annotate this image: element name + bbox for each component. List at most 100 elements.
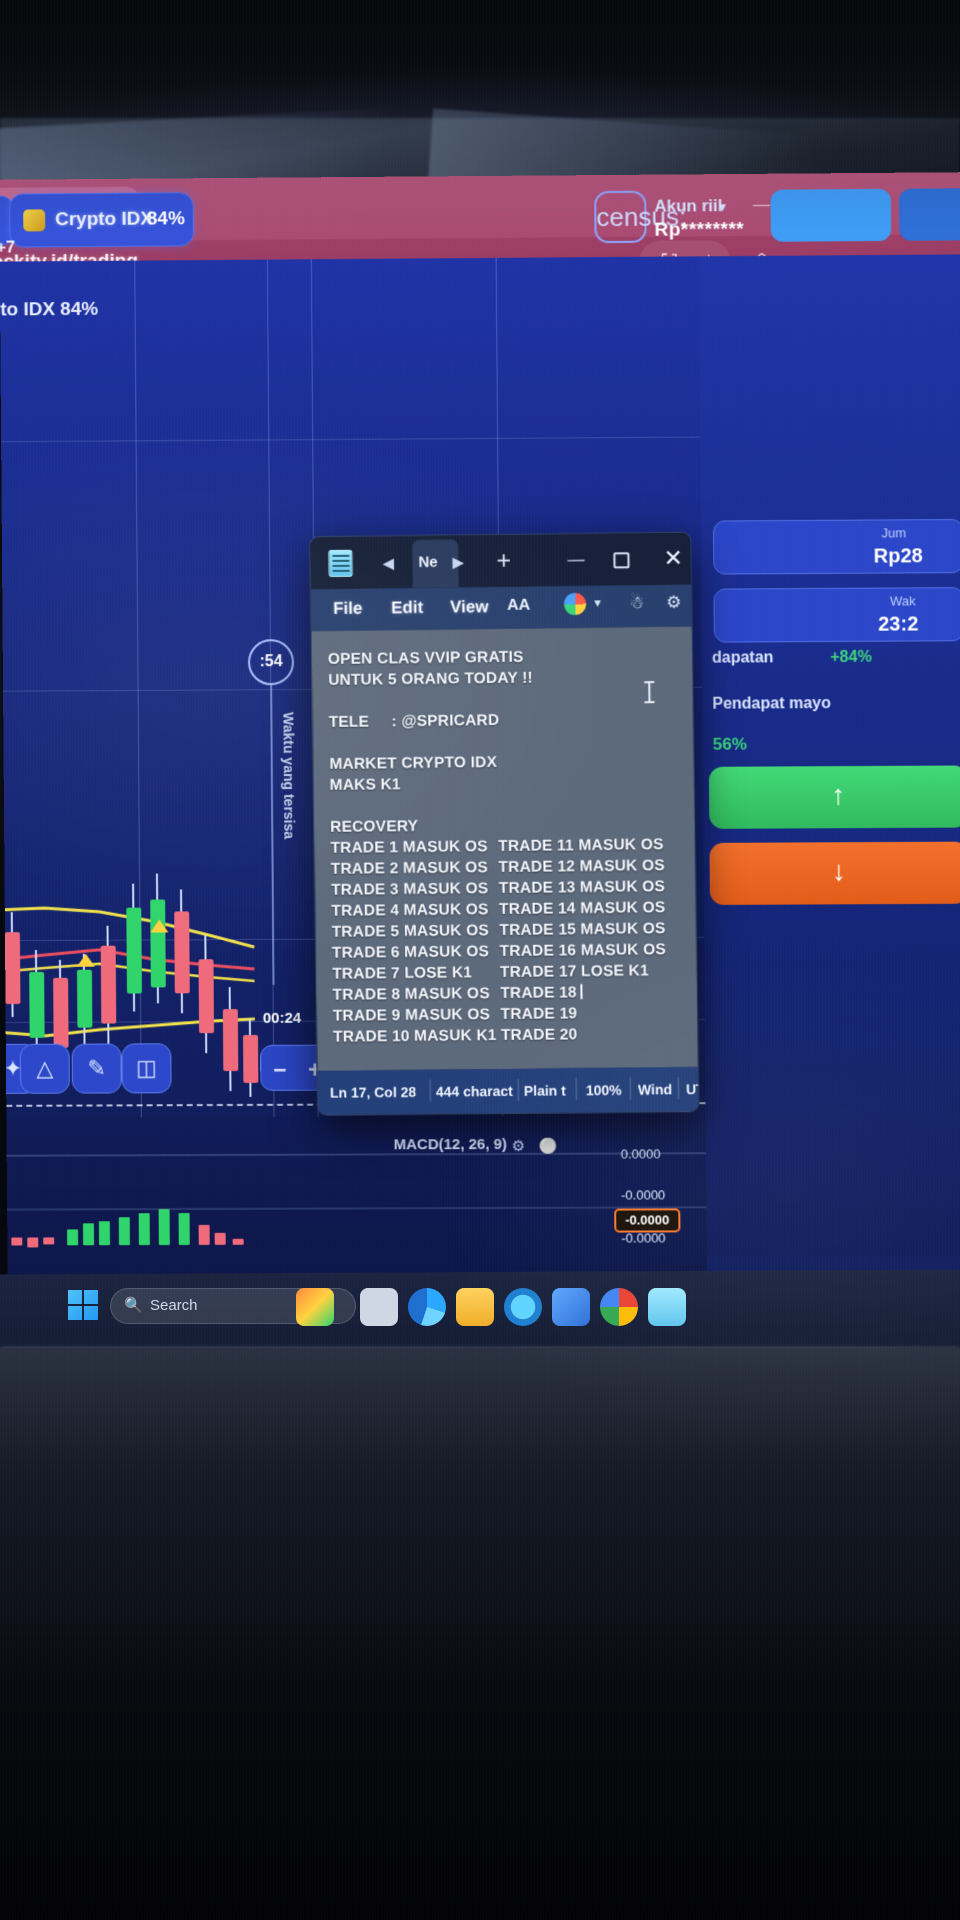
notepad-window[interactable]: ◀ Ne ▶ + — ✕ File Edit View AA ▼ ☃ ⚙ OPE… bbox=[309, 531, 700, 1116]
account-type-label[interactable]: Akun riil bbox=[654, 196, 723, 216]
signal-marker-up bbox=[76, 953, 95, 967]
trade-item: TRADE 18 bbox=[500, 984, 577, 1002]
trade-column-left: TRADE 1 MASUK OS TRADE 2 MASUK OS TRADE … bbox=[330, 836, 501, 1048]
signal-marker-up bbox=[150, 919, 169, 933]
crypto-idx-icon bbox=[23, 209, 46, 232]
amount-field[interactable] bbox=[712, 518, 960, 575]
trade-item: TRADE 4 MASUK OS bbox=[331, 901, 489, 920]
taskbar-app-chrome-icon[interactable] bbox=[600, 1288, 638, 1326]
indicator-tool-icon[interactable]: △ bbox=[19, 1043, 70, 1094]
notepad-close-icon[interactable]: ✕ bbox=[663, 544, 684, 571]
chevron-down-icon[interactable]: ▼ bbox=[591, 597, 604, 610]
trade-sidebar bbox=[698, 254, 960, 1257]
mouse-ibeam-cursor bbox=[648, 681, 651, 704]
account-balance: Rp******** bbox=[654, 218, 745, 241]
chevron-down-icon[interactable]: ▼ bbox=[716, 200, 729, 215]
expiry-field[interactable] bbox=[713, 587, 960, 643]
trade-column-right: TRADE 11 MASUK OS TRADE 12 MASUK OS TRAD… bbox=[498, 834, 683, 1046]
chevron-left-icon[interactable]: ◀ bbox=[382, 555, 395, 573]
macd-value-2: -0.0000 bbox=[621, 1230, 666, 1246]
trade-item: TRADE 17 LOSE K1 bbox=[499, 962, 649, 981]
bottom-bezel bbox=[0, 1348, 960, 1920]
person-icon[interactable]: ☃ bbox=[628, 593, 645, 613]
copilot-icon[interactable] bbox=[563, 592, 587, 616]
trade-item: TRADE 6 MASUK OS bbox=[331, 943, 490, 962]
macd-value-1: -0.0000 bbox=[621, 1187, 666, 1203]
trade-item: TRADE 7 LOSE K1 bbox=[332, 964, 473, 983]
taskbar-app-store-icon[interactable] bbox=[552, 1288, 590, 1326]
status-format[interactable]: Plain t bbox=[523, 1082, 566, 1099]
trade-item: TRADE 16 MASUK OS bbox=[499, 941, 667, 960]
status-char-count[interactable]: 444 charact bbox=[435, 1082, 513, 1100]
font-size-icon[interactable]: AA bbox=[506, 596, 531, 614]
trade-item: TRADE 8 MASUK OS bbox=[332, 985, 490, 1004]
amount-label: Jum bbox=[881, 525, 907, 541]
layers-icon[interactable]: ◫ bbox=[121, 1043, 172, 1094]
trade-item: TRADE 11 MASUK OS bbox=[498, 836, 664, 855]
amount-value: Rp28 bbox=[873, 545, 923, 568]
expiry-label: Wak bbox=[889, 593, 916, 609]
gear-icon[interactable]: ⚙ bbox=[511, 1137, 526, 1155]
trade-item: TRADE 14 MASUK OS bbox=[498, 899, 666, 918]
zoom-out-button[interactable]: − bbox=[273, 1056, 287, 1083]
status-encoding[interactable]: UTF-8 bbox=[685, 1080, 700, 1098]
macd-title: MACD(12, 26, 9) bbox=[393, 1135, 508, 1154]
chart-asset-label: ypto IDX 84% bbox=[0, 298, 99, 321]
buy-up-button[interactable]: ↑ bbox=[708, 765, 960, 829]
time-marker: 00:24 bbox=[262, 1009, 302, 1027]
timezone-label: T+7 bbox=[0, 237, 16, 257]
trade-item: TRADE 20 bbox=[500, 1026, 578, 1044]
trade-item: TRADE 12 MASUK OS bbox=[498, 857, 665, 876]
trade-item-caret: TRADE 18 bbox=[500, 981, 683, 1004]
eye-off-icon[interactable]: ⚪ bbox=[538, 1137, 558, 1155]
trade-item: TRADE 10 MASUK K1 bbox=[333, 1027, 497, 1046]
taskbar-app-edge-icon[interactable] bbox=[408, 1288, 446, 1326]
notepad-maximize-icon[interactable] bbox=[613, 552, 630, 569]
chevron-right-icon[interactable]: ▶ bbox=[452, 554, 465, 572]
notepad-minimize-icon[interactable]: — bbox=[567, 549, 585, 570]
trade-columns: TRADE 1 MASUK OS TRADE 2 MASUK OS TRADE … bbox=[330, 834, 683, 1048]
trade-item: TRADE 19 bbox=[500, 1005, 578, 1023]
laptop-screen: ✕ + — ockity.id/trading ⛶ ☆ ⬠ Crypto IDX… bbox=[0, 172, 960, 1278]
asset-name: Crypto IDX bbox=[55, 208, 154, 231]
trade-item: TRADE 9 MASUK OS bbox=[332, 1006, 491, 1025]
sell-down-button[interactable]: ↓ bbox=[709, 841, 960, 905]
top-bezel bbox=[0, 0, 960, 125]
income-value: 56% bbox=[712, 734, 747, 754]
menu-file[interactable]: File bbox=[333, 598, 363, 618]
trade-item: TRADE 2 MASUK OS bbox=[330, 859, 489, 878]
gear-icon[interactable]: ⚙ bbox=[666, 592, 682, 612]
time-remaining-label: Waktu yang tersisa bbox=[280, 712, 298, 840]
deposit-icon[interactable]: census; bbox=[594, 190, 686, 244]
menu-button[interactable] bbox=[898, 188, 960, 241]
trade-item: TRADE 13 MASUK OS bbox=[498, 878, 666, 897]
macd-highlight-value: -0.0000 bbox=[614, 1208, 681, 1233]
status-cursor-position[interactable]: Ln 17, Col 28 bbox=[329, 1083, 417, 1101]
notepad-text-area[interactable]: OPEN CLAS VVIP GRATIS UNTUK 5 ORANG TODA… bbox=[311, 626, 700, 1071]
taskbar-app-notepad-icon[interactable] bbox=[648, 1288, 686, 1326]
windows-start-icon[interactable] bbox=[68, 1290, 98, 1320]
draw-pencil-icon[interactable]: ✎ bbox=[71, 1043, 122, 1094]
search-icon: 🔍 bbox=[124, 1297, 143, 1314]
search-placeholder: Search bbox=[150, 1297, 198, 1314]
menu-edit[interactable]: Edit bbox=[390, 597, 424, 618]
taskbar-app-file-explorer-icon[interactable] bbox=[456, 1288, 494, 1326]
status-zoom[interactable]: 100% bbox=[585, 1081, 622, 1099]
trade-item: TRADE 5 MASUK OS bbox=[331, 922, 490, 941]
trade-item: TRADE 15 MASUK OS bbox=[499, 920, 666, 939]
status-line-ending[interactable]: Wind bbox=[637, 1081, 673, 1098]
macd-value-0: 0.0000 bbox=[620, 1146, 661, 1162]
taskbar-app-paint-icon[interactable] bbox=[296, 1288, 334, 1326]
trade-item: TRADE 1 MASUK OS bbox=[330, 838, 488, 857]
payout-value: +84% bbox=[830, 648, 872, 667]
macd-subchart bbox=[6, 1115, 707, 1278]
notepad-icon bbox=[328, 549, 353, 577]
taskbar-app-browser-icon[interactable] bbox=[504, 1288, 542, 1326]
taskbar-app-task-view-icon[interactable] bbox=[360, 1288, 398, 1326]
notepad-new-tab-icon[interactable]: + bbox=[496, 546, 512, 575]
asset-payout: 84% bbox=[146, 208, 185, 230]
expiry-value: 23:2 bbox=[878, 613, 919, 636]
menu-view[interactable]: View bbox=[449, 597, 489, 617]
deposit-button[interactable] bbox=[770, 188, 892, 242]
